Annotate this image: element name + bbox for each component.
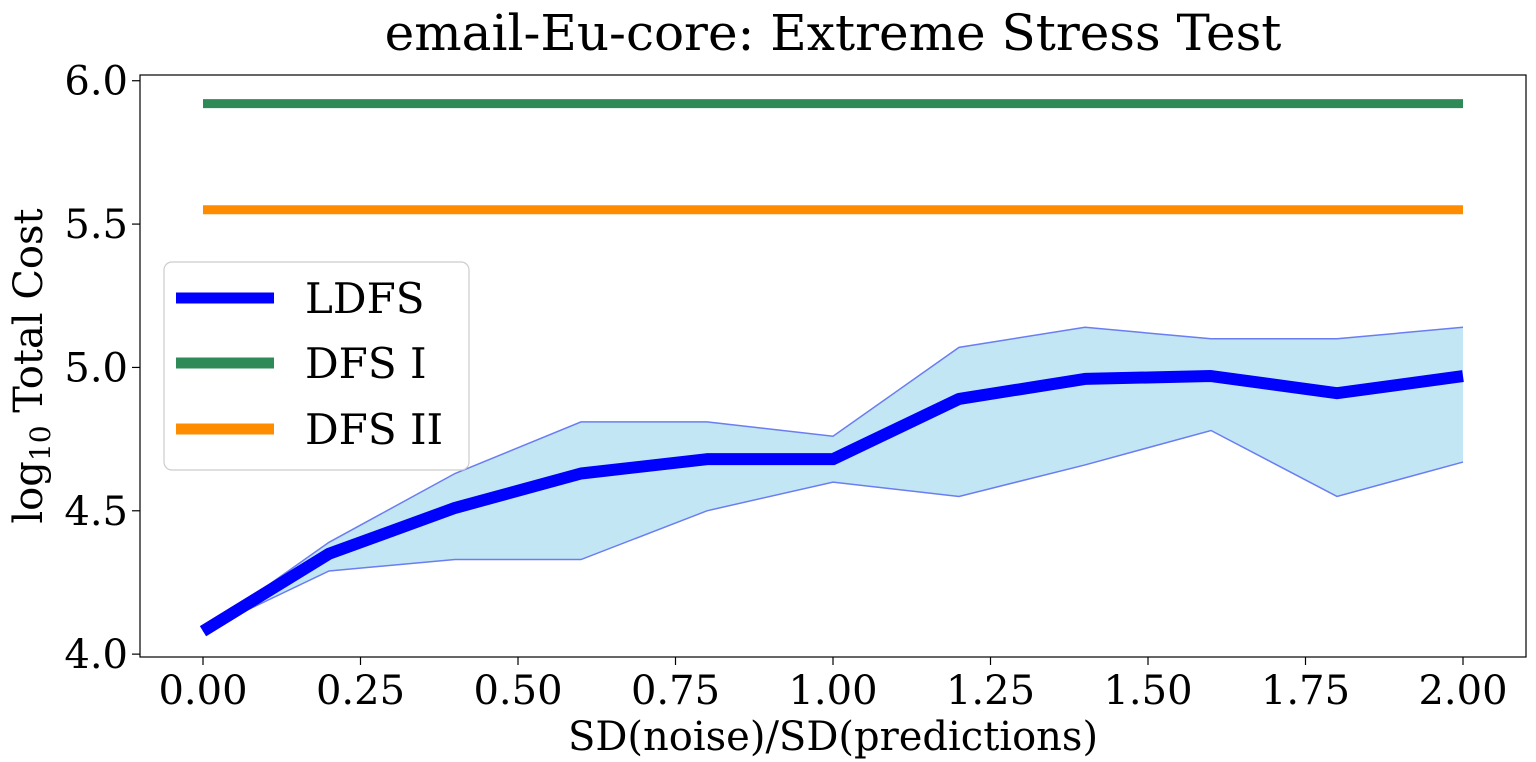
x-tick-label: 0.75	[631, 668, 720, 714]
x-tick-label: 2.00	[1418, 668, 1507, 714]
x-tick-label: 0.00	[158, 668, 247, 714]
x-tick-label: 0.25	[316, 668, 405, 714]
ldfs-band-lower-edge	[202, 429, 1464, 632]
y-axis-label: log10 Total Cost	[6, 208, 57, 523]
y-tick-label: 5.0	[64, 345, 128, 391]
x-axis-label: SD(noise)/SD(predictions)	[568, 714, 1098, 760]
y-axis-ticks: 4.0 4.5 5.0 5.5 6.0	[64, 59, 140, 678]
x-tick-label: 0.50	[473, 668, 562, 714]
x-tick-label: 1.75	[1261, 668, 1350, 714]
ldfs-band-area	[203, 327, 1463, 632]
ldfs-band-upper-edge	[202, 326, 1464, 632]
x-tick-label: 1.00	[788, 668, 877, 714]
ldfs-confidence-band	[202, 326, 1464, 632]
y-tick-label: 6.0	[64, 59, 128, 105]
y-tick-label: 5.5	[64, 202, 128, 248]
series-lines	[199, 99, 1464, 637]
y-axis-label-subscript: 10	[24, 425, 57, 461]
x-tick-label: 1.50	[1103, 668, 1192, 714]
legend-label-dfs-i: DFS I	[305, 339, 427, 388]
chart-title: email-Eu-core: Extreme Stress Test	[385, 4, 1282, 62]
series-line-ldfs	[199, 370, 1464, 637]
x-axis-ticks: 0.00 0.25 0.50 0.75 1.00 1.25 1.50 1.75 2.00	[158, 657, 1508, 714]
y-axis-label-main: log	[6, 461, 52, 523]
x-tick-label: 1.25	[946, 668, 1035, 714]
legend: LDFS DFS I DFS II	[163, 261, 470, 471]
y-tick-label: 4.5	[64, 489, 128, 535]
y-tick-label: 4.0	[64, 632, 128, 678]
legend-box	[163, 261, 470, 471]
legend-label-ldfs: LDFS	[305, 274, 424, 323]
legend-label-dfs-ii: DFS II	[305, 405, 443, 454]
y-axis-label-rest: Total Cost	[6, 208, 52, 425]
